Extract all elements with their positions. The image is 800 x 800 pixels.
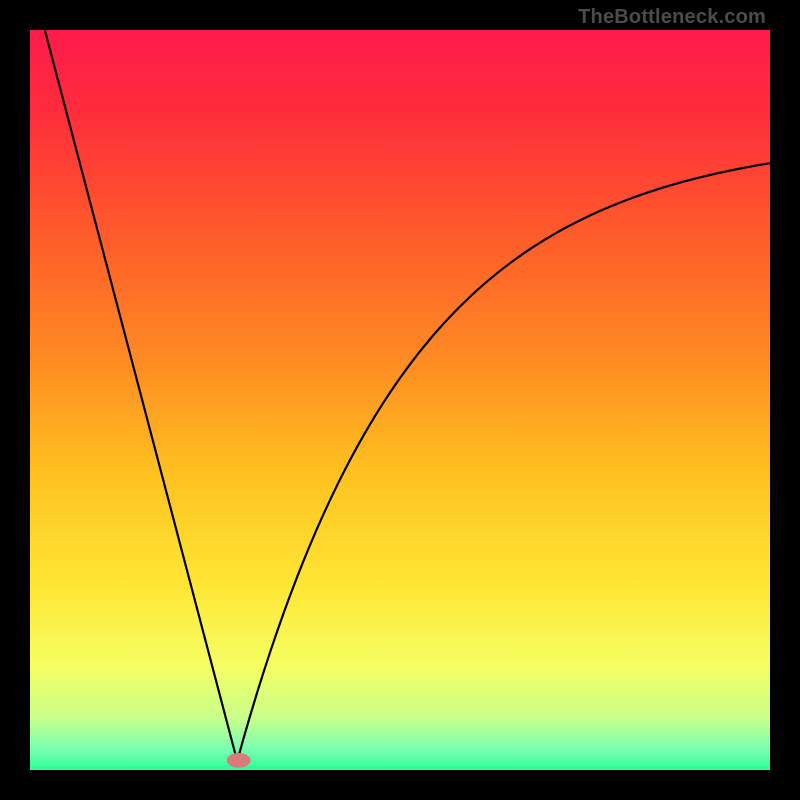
min-marker — [227, 753, 251, 768]
chart-container: TheBottleneck.com — [0, 0, 800, 800]
plot-svg — [30, 30, 770, 770]
gradient-background — [30, 30, 770, 770]
watermark-text: TheBottleneck.com — [578, 6, 766, 29]
plot-area — [30, 30, 770, 770]
